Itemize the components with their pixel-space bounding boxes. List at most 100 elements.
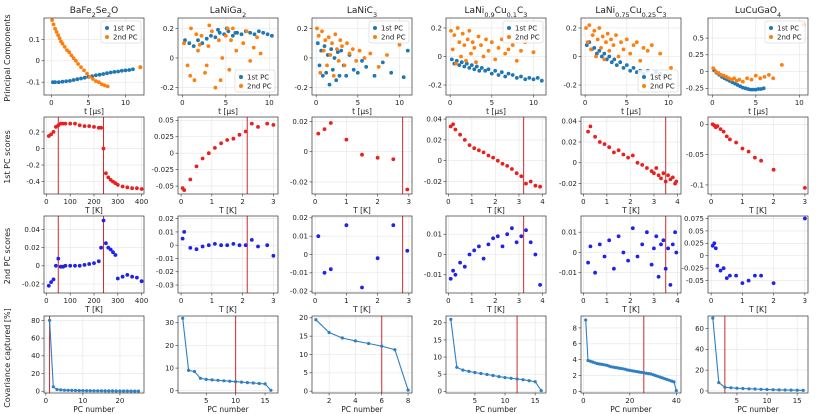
data-point [641,46,646,50]
y-tick-label: 0 [170,150,174,158]
data-point [113,253,118,257]
legend-marker [642,75,646,79]
data-point [496,46,501,50]
data-point [335,50,340,54]
data-point [795,388,799,392]
data-point [515,377,519,381]
x-tick-label: 0 [448,99,452,107]
series-1st-pc-scores [448,122,542,189]
data-point [477,68,482,73]
y-tick-label: 15 [299,333,308,341]
data-point [597,140,602,144]
chart-title: LaNi0.9Cu0.1C3 [465,6,528,19]
data-point [499,70,504,75]
legend-marker [239,75,243,79]
data-point [454,61,458,66]
data-point [637,370,641,374]
data-point [73,263,77,268]
data-point [519,74,523,79]
series-line [450,319,542,391]
data-point [357,48,362,53]
data-point [125,185,130,190]
data-point [104,241,108,246]
data-point [64,79,69,84]
data-point [495,234,500,239]
series-1st-pc [449,57,544,83]
x-axis-label: T [K] [218,206,237,215]
y-tick-label: 0 [170,387,174,395]
data-point [663,179,668,184]
data-point [333,32,338,37]
x-tick-label: 10 [121,99,130,107]
data-point [605,31,610,36]
data-point [230,26,235,31]
data-point [734,140,738,145]
data-point [99,389,103,393]
x-tick-label: 0 [446,297,450,305]
data-point [88,389,92,393]
data-point [737,77,742,82]
axes-frame [177,315,279,394]
x-tick-label: 1 [740,198,744,206]
x-tick-label: 300 [111,297,124,305]
panel-r3c5: 5 10 15 0 20 40 60 PC number [695,315,809,414]
row-ylabel-3: Covariance captured [%] [3,308,12,408]
data-point [484,37,488,42]
legend-label: 1st PC [381,25,403,33]
axes-frame [580,215,682,294]
x-tick-label: 2 [628,297,632,305]
x-tick-label: 1 [470,198,474,206]
y-tick-label: 20 [299,314,308,322]
legend-label: 2nd PC [515,34,540,42]
data-point [674,389,678,393]
data-point [588,124,593,129]
legend-marker [769,26,773,30]
y-tick-label: 0 [573,53,577,61]
data-point [607,48,612,53]
x-axis-label: T [K] [352,206,371,215]
data-point [510,43,515,47]
legend-marker [642,84,646,88]
y-tick-label: 60 [695,325,704,333]
x-axis-label: PC number [341,405,383,414]
data-point [801,388,805,392]
data-point [67,50,72,55]
data-point [56,256,61,261]
y-tick-label: -0.02 [424,178,442,186]
data-point [618,366,623,370]
data-point [457,40,462,45]
x-tick-label: 0 [44,198,48,206]
y-tick-label: 0 [36,388,40,396]
data-point [116,69,120,74]
y-tick-label: 0.02 [24,244,40,252]
data-point [503,74,508,79]
y-tick-label: 0.02 [158,215,174,223]
y-tick-label: 0.02 [561,138,577,146]
panel-r1c4: 0 1 2 3 4 -0.02 0 0.02 0.04 T [K] [559,116,682,215]
y-tick-label: 40 [695,346,704,354]
data-point [674,250,679,255]
data-point [519,48,523,53]
data-point [135,186,139,191]
data-point [585,40,590,45]
y-tick-label: -0.4 [26,178,40,186]
data-point [230,33,235,38]
data-point [740,146,745,151]
data-point [265,32,270,37]
x-tick-label: 400 [135,198,148,206]
data-point [209,33,213,38]
data-point [77,123,82,128]
data-point [347,51,352,56]
data-point [510,226,514,231]
y-tick-label: 0 [573,159,577,167]
data-point [105,84,110,89]
x-tick-label: 3 [271,297,275,305]
data-point [621,47,626,52]
data-point [489,40,494,45]
data-point [472,146,477,151]
data-point [455,365,459,369]
data-point [198,376,202,380]
x-tick-label: 20 [115,397,124,405]
